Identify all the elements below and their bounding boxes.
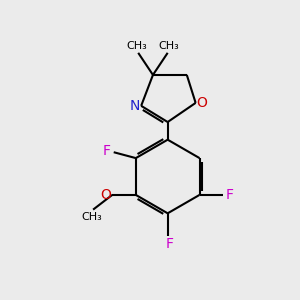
Text: F: F (226, 188, 234, 202)
Text: CH₃: CH₃ (126, 41, 147, 51)
Text: CH₃: CH₃ (159, 41, 179, 51)
Text: F: F (165, 237, 173, 250)
Text: F: F (102, 144, 110, 158)
Text: O: O (197, 96, 208, 110)
Text: N: N (130, 99, 140, 113)
Text: CH₃: CH₃ (81, 212, 102, 222)
Text: O: O (100, 188, 111, 202)
